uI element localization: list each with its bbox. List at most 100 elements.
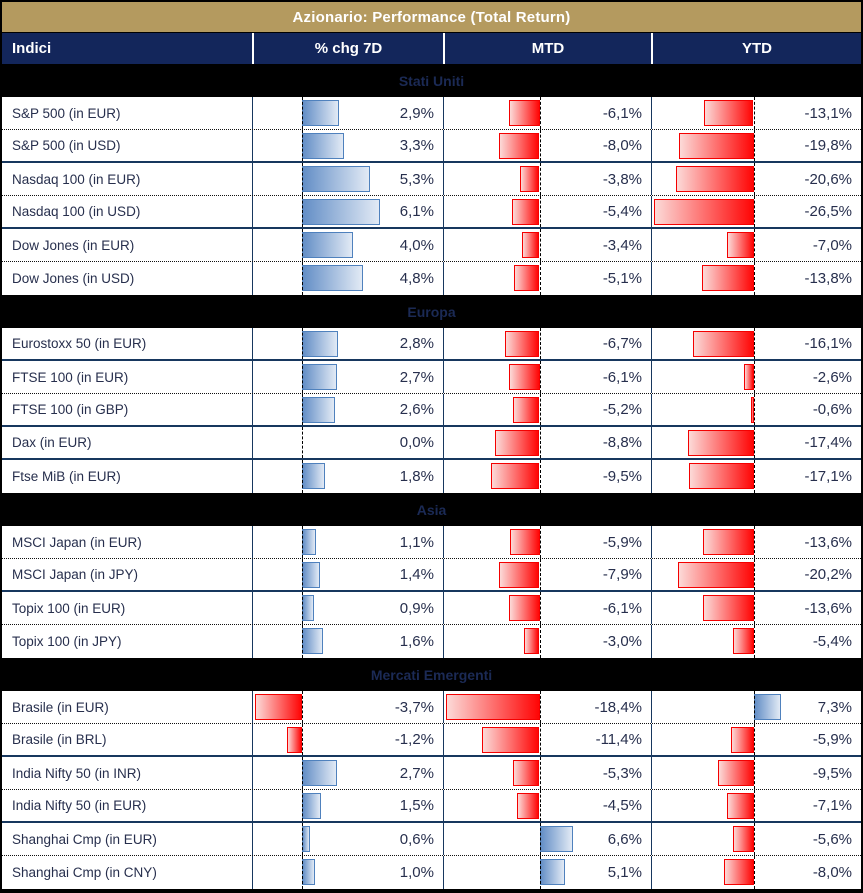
- bar-zone: [446, 229, 573, 261]
- bar-zone: [654, 196, 781, 227]
- ytd-cell: -26,5%: [651, 196, 861, 227]
- bar-zone: [654, 394, 781, 425]
- chg7d-cell: 0,9%: [252, 592, 443, 624]
- zero-axis: [539, 196, 541, 227]
- column-header-row: Indici % chg 7D MTD YTD: [2, 33, 861, 64]
- ytd-value: -9,5%: [812, 764, 852, 782]
- mtd-cell: -5,9%: [443, 526, 651, 558]
- chg7d-cell: -3,7%: [252, 691, 443, 723]
- zero-axis: [539, 361, 541, 393]
- positive-data-bar: [302, 364, 337, 390]
- zero-axis: [539, 691, 541, 723]
- bar-zone: [446, 526, 573, 558]
- zero-axis: [753, 724, 755, 755]
- zero-axis: [302, 724, 304, 755]
- negative-data-bar: [513, 397, 540, 423]
- mtd-cell: -9,5%: [443, 460, 651, 493]
- mtd-cell: -3,0%: [443, 625, 651, 658]
- table-row: Ftse MiB (in EUR) 1,8% -9,5% -17,1%: [2, 460, 861, 493]
- zero-axis: [753, 823, 755, 855]
- row-label: India Nifty 50 (in EUR): [12, 798, 147, 813]
- chg7d-cell: 4,8%: [252, 262, 443, 295]
- row-label: Topix 100 (in EUR): [12, 600, 126, 616]
- mtd-value: -4,5%: [602, 797, 642, 814]
- ytd-cell: -9,5%: [651, 757, 861, 789]
- chg7d-value: 3,3%: [399, 137, 434, 154]
- row-label: MSCI Japan (in EUR): [12, 534, 142, 550]
- ytd-value: -20,2%: [804, 566, 852, 583]
- bar-zone: [446, 724, 573, 755]
- zero-axis: [539, 328, 541, 359]
- negative-data-bar: [723, 859, 754, 885]
- ytd-cell: -5,9%: [651, 724, 861, 755]
- chg7d-value: 0,9%: [399, 599, 434, 617]
- zero-axis: [753, 691, 755, 723]
- zero-axis: [539, 724, 541, 755]
- positive-data-bar: [302, 826, 310, 852]
- bar-zone: [446, 262, 573, 295]
- chg7d-cell: 2,9%: [252, 97, 443, 129]
- mtd-value: -8,0%: [602, 137, 642, 154]
- ytd-value: -5,4%: [812, 633, 852, 650]
- ytd-value: -8,0%: [812, 864, 852, 881]
- mtd-value: -6,7%: [602, 335, 642, 352]
- mtd-value: -3,4%: [602, 236, 642, 254]
- positive-data-bar: [539, 859, 566, 885]
- chg7d-value: 1,6%: [399, 633, 434, 650]
- chg7d-cell: 1,1%: [252, 526, 443, 558]
- section-header: Mercati Emergenti: [2, 658, 861, 691]
- ytd-value: -2,6%: [812, 368, 852, 386]
- row-label: Dow Jones (in USD): [12, 271, 135, 286]
- chg7d-cell: 2,8%: [252, 328, 443, 359]
- row-label: Topix 100 (in JPY): [12, 634, 122, 649]
- bar-zone: [255, 97, 380, 129]
- negative-data-bar: [513, 265, 540, 291]
- negative-data-bar: [446, 694, 540, 720]
- positive-data-bar: [302, 793, 322, 819]
- ytd-value: -17,4%: [804, 434, 852, 451]
- zero-axis: [539, 394, 541, 425]
- chg7d-value: 2,9%: [399, 104, 434, 122]
- mtd-cell: -6,1%: [443, 97, 651, 129]
- mtd-cell: -18,4%: [443, 691, 651, 723]
- positive-data-bar: [302, 331, 338, 357]
- section-header: Asia: [2, 493, 861, 526]
- ytd-cell: -19,8%: [651, 130, 861, 161]
- mtd-cell: -3,4%: [443, 229, 651, 261]
- bar-zone: [255, 328, 380, 359]
- positive-data-bar: [302, 265, 364, 291]
- bar-zone: [654, 460, 781, 493]
- zero-axis: [302, 460, 304, 493]
- mtd-cell: -5,2%: [443, 394, 651, 425]
- chg7d-cell: 6,1%: [252, 196, 443, 227]
- ytd-value: -20,6%: [804, 170, 852, 188]
- negative-data-bar: [499, 562, 540, 588]
- mtd-cell: -8,8%: [443, 427, 651, 458]
- ytd-cell: -7,1%: [651, 790, 861, 821]
- positive-data-bar: [302, 529, 317, 555]
- mtd-cell: -3,8%: [443, 163, 651, 195]
- zero-axis: [302, 823, 304, 855]
- zero-axis: [753, 394, 755, 425]
- ytd-value: -5,6%: [812, 830, 852, 848]
- bar-zone: [255, 757, 380, 789]
- mtd-cell: -11,4%: [443, 724, 651, 755]
- positive-data-bar: [302, 562, 321, 588]
- bar-zone: [446, 130, 573, 161]
- negative-data-bar: [677, 562, 754, 588]
- mtd-value: -5,9%: [602, 533, 642, 551]
- column-header-ytd: YTD: [651, 33, 861, 64]
- table-row: Eurostoxx 50 (in EUR) 2,8% -6,7% -16,1%: [2, 328, 861, 361]
- zero-axis: [302, 790, 304, 821]
- negative-data-bar: [727, 232, 754, 258]
- negative-data-bar: [732, 826, 754, 852]
- bar-zone: [255, 229, 380, 261]
- chg7d-cell: 1,6%: [252, 625, 443, 658]
- bar-zone: [255, 625, 380, 658]
- section-header: Europa: [2, 295, 861, 328]
- row-label: Dax (in EUR): [12, 435, 92, 450]
- bar-zone: [446, 559, 573, 590]
- zero-axis: [539, 625, 541, 658]
- table-row: Dow Jones (in USD) 4,8% -5,1% -13,8%: [2, 262, 861, 295]
